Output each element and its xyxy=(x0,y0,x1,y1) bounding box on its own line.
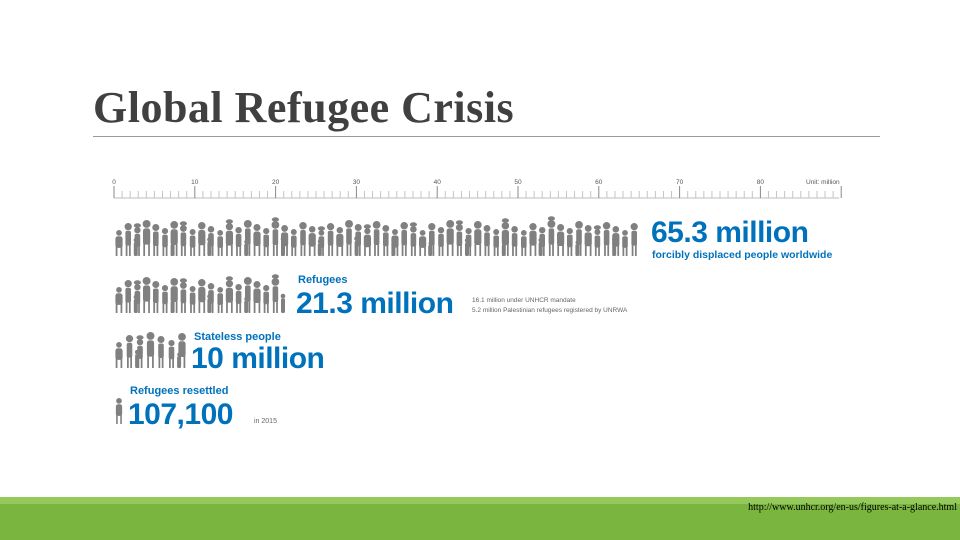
footer-bar xyxy=(0,497,960,540)
person-silhouette xyxy=(225,219,234,256)
person-silhouette xyxy=(290,229,297,256)
person-silhouette xyxy=(263,228,270,256)
person-silhouette xyxy=(115,342,123,368)
person-silhouette xyxy=(336,227,344,256)
person-silhouette xyxy=(465,228,472,256)
person-silhouette xyxy=(179,221,187,256)
person-silhouette xyxy=(446,220,455,256)
person-silhouette xyxy=(207,283,215,313)
total-displaced-value: 65.3 million xyxy=(651,216,808,249)
resettled-caption: in 2015 xyxy=(254,418,277,425)
unit-label: Unit: million xyxy=(806,179,840,186)
tick-label: 20 xyxy=(272,179,280,186)
person-silhouette xyxy=(299,222,307,256)
person-silhouette xyxy=(428,223,436,256)
person-silhouette xyxy=(281,225,289,256)
person-silhouette xyxy=(157,336,165,368)
refugees-note: 5.2 million Palestinian refugees registe… xyxy=(472,307,628,314)
person-silhouette xyxy=(326,223,335,256)
resettled-value: 107,100 xyxy=(128,398,233,430)
person-silhouette xyxy=(437,227,445,256)
person-silhouette xyxy=(152,281,160,313)
person-silhouette xyxy=(557,224,565,256)
tick-label: 80 xyxy=(757,179,765,186)
people-silhouettes xyxy=(115,216,638,424)
person-silhouette xyxy=(263,285,270,313)
tick-label: 70 xyxy=(676,179,684,186)
person-silhouette xyxy=(225,276,234,313)
resettled-label: Refugees resettled xyxy=(130,385,228,397)
stateless-label: Stateless people xyxy=(194,331,281,343)
person-silhouette xyxy=(146,332,155,368)
person-silhouette xyxy=(217,230,224,256)
tick-label: 0 xyxy=(112,179,116,186)
person-silhouette xyxy=(483,225,491,256)
person-silhouette xyxy=(409,222,417,256)
person-silhouette xyxy=(115,230,123,256)
person-silhouette xyxy=(207,226,215,256)
tick-label: 40 xyxy=(434,179,442,186)
person-silhouette xyxy=(400,222,408,256)
person-silhouette xyxy=(473,221,482,256)
person-silhouette xyxy=(189,286,196,313)
person-silhouette xyxy=(170,221,179,256)
stateless-value: 10 million xyxy=(191,342,324,375)
person-silhouette xyxy=(133,223,141,256)
tick-label: 30 xyxy=(353,179,361,186)
tick-label: 50 xyxy=(514,179,522,186)
person-silhouette xyxy=(622,230,628,256)
person-silhouette xyxy=(142,220,151,256)
source-link[interactable]: http://www.unhcr.org/en-us/figures-at-a-… xyxy=(748,502,957,513)
person-silhouette xyxy=(372,221,381,256)
person-silhouette xyxy=(271,274,286,313)
person-silhouette xyxy=(253,224,261,256)
slide-title: Global Refugee Crisis xyxy=(93,83,515,132)
person-silhouette xyxy=(547,216,556,256)
person-silhouette xyxy=(511,226,518,256)
person-silhouette xyxy=(189,229,196,256)
person-silhouette xyxy=(584,225,592,256)
person-silhouette xyxy=(152,224,160,256)
person-silhouette xyxy=(253,281,261,313)
person-silhouette xyxy=(243,277,252,313)
person-silhouette xyxy=(539,227,546,256)
person-silhouette xyxy=(520,230,527,256)
person-silhouette xyxy=(593,225,601,256)
person-silhouette xyxy=(115,398,123,424)
person-silhouette xyxy=(170,278,179,313)
scale-axis: 0 10 20 30 40 50 60 70 80 Unit: million xyxy=(112,179,842,199)
person-silhouette xyxy=(179,278,187,313)
person-silhouette xyxy=(630,223,638,256)
person-silhouette xyxy=(317,226,325,256)
refugees-value: 21.3 million xyxy=(296,287,453,320)
person-silhouette xyxy=(391,229,399,256)
person-silhouette xyxy=(612,226,620,256)
person-silhouette xyxy=(243,220,252,256)
person-silhouette xyxy=(363,224,371,256)
total-displaced-caption: forcibly displaced people worldwide xyxy=(652,249,832,261)
person-silhouette xyxy=(501,218,510,256)
title-divider xyxy=(93,136,880,137)
refugees-label: Refugees xyxy=(298,274,348,286)
displacement-infographic: 0 10 20 30 40 50 60 70 80 Unit: million 65.3 mill… xyxy=(112,179,842,430)
person-silhouette xyxy=(115,287,123,313)
refugees-note: 16.1 million under UNHCR mandate xyxy=(472,297,576,304)
tick-label: 60 xyxy=(595,179,603,186)
person-silhouette xyxy=(575,221,583,256)
person-silhouette xyxy=(142,277,151,313)
person-silhouette xyxy=(136,335,144,368)
person-silhouette xyxy=(217,287,224,313)
person-silhouette xyxy=(133,280,141,313)
person-silhouette xyxy=(178,333,186,368)
person-silhouette xyxy=(354,224,362,256)
tick-label: 10 xyxy=(191,179,199,186)
